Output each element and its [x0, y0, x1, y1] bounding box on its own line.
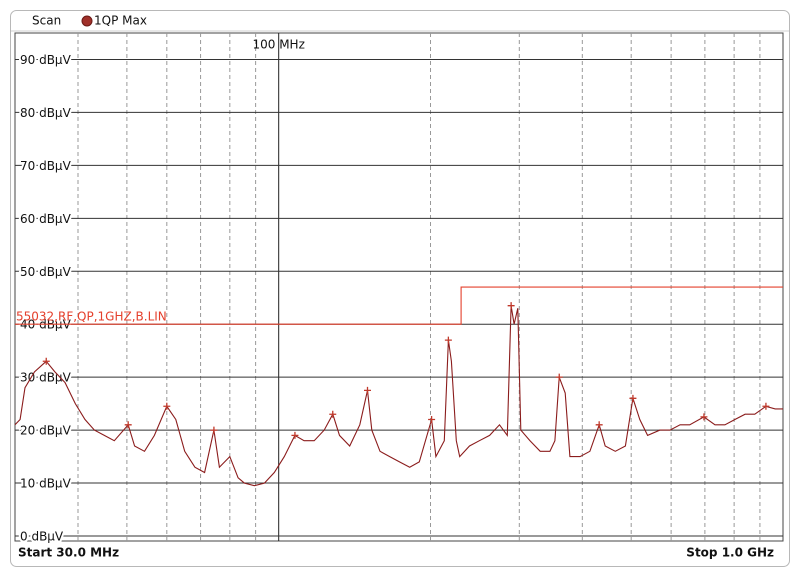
- y-tick-label: 90 dBµV: [20, 53, 72, 67]
- y-tick-label: 50 dBµV: [20, 265, 72, 279]
- peak-marker: [629, 394, 637, 402]
- peak-marker: [700, 413, 708, 421]
- peak-marker: [210, 426, 218, 434]
- peak-marker: [163, 402, 171, 410]
- x-tick-label: 100 MHz: [252, 38, 304, 52]
- peak-marker: [555, 373, 563, 381]
- peak-marker: [363, 386, 371, 394]
- y-tick-label: 80 dBµV: [20, 106, 72, 120]
- peak-marker: [595, 421, 603, 429]
- peak-marker: [42, 357, 50, 365]
- trace-indicator: [81, 15, 93, 27]
- trace-legend: 1QP Max: [94, 14, 147, 28]
- y-tick-label: 60 dBµV: [20, 212, 72, 226]
- stop-label: Stop 1.0 GHz: [686, 546, 774, 560]
- y-tick-label: 30 dBµV: [20, 371, 72, 385]
- peak-marker: [507, 302, 515, 310]
- y-tick-label: 0 dBµV: [20, 530, 64, 544]
- trace: [14, 305, 783, 487]
- peak-marker: [444, 336, 452, 344]
- peak-marker: [329, 410, 337, 418]
- scan-label: Scan: [32, 14, 61, 28]
- limit-label: 55032,RF,QP,1GHZ,B.LIN: [16, 310, 167, 324]
- peak-marker: [762, 402, 770, 410]
- y-tick-label: 10 dBµV: [20, 477, 72, 491]
- y-tick-label: 20 dBµV: [20, 424, 72, 438]
- peak-marker: [124, 421, 132, 429]
- peak-marker: [291, 431, 299, 439]
- limit-line: [15, 286, 783, 325]
- start-label: Start 30.0 MHz: [18, 546, 119, 560]
- y-tick-label: 70 dBµV: [20, 159, 72, 173]
- peak-marker: [428, 416, 436, 424]
